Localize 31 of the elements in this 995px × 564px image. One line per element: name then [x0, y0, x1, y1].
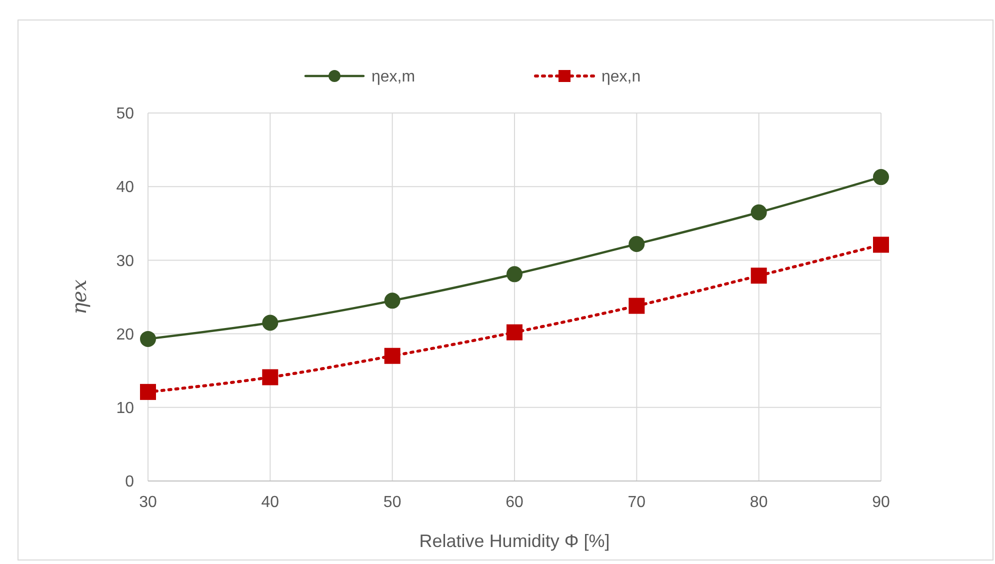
point — [628, 298, 645, 314]
point — [140, 384, 156, 400]
x-tick-label: 60 — [506, 494, 524, 511]
y-tick-label: 40 — [116, 179, 134, 196]
x-tick-label: 30 — [139, 494, 157, 511]
y-axis-title: ηex — [67, 279, 91, 315]
point — [506, 266, 522, 282]
y-tick-label: 50 — [116, 106, 134, 123]
point — [140, 330, 156, 347]
legend-label: ηex,m — [372, 68, 416, 86]
y-tick-label: 30 — [116, 252, 134, 270]
legend-label: ηex,n — [602, 68, 641, 86]
point — [384, 292, 400, 309]
point — [262, 369, 278, 386]
x-tick-label: 90 — [872, 494, 890, 511]
x-tick-label: 70 — [628, 494, 646, 511]
x-tick-label: 40 — [261, 494, 280, 511]
point — [750, 268, 767, 284]
point — [384, 348, 400, 364]
point — [873, 169, 889, 186]
x-axis-title: Relative Humidity Φ [%] — [419, 531, 610, 551]
point — [262, 314, 278, 331]
x-tick-label: 50 — [383, 494, 402, 511]
x-tick-label: 80 — [750, 494, 768, 511]
y-tick-label: 20 — [116, 326, 134, 344]
point — [506, 324, 522, 340]
y-tick-label: 0 — [125, 474, 134, 491]
point — [750, 204, 767, 220]
y-tick-label: 10 — [116, 400, 134, 417]
point — [628, 236, 645, 252]
point — [873, 236, 889, 253]
